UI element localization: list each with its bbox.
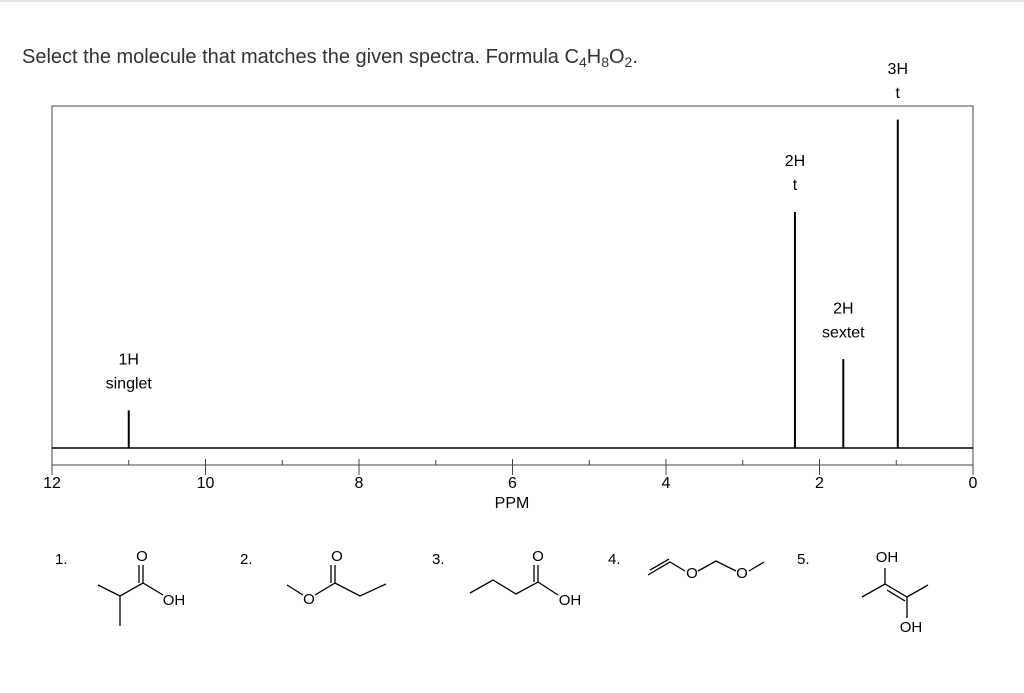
x-tick-label: 2 xyxy=(815,475,824,492)
question-text: Select the molecule that matches the giv… xyxy=(22,46,579,68)
bond xyxy=(647,561,686,576)
option-number: 3. xyxy=(432,551,445,568)
x-tick-label: 4 xyxy=(662,475,671,492)
peak-annotation: t xyxy=(896,85,901,102)
x-axis-label: PPM xyxy=(495,495,530,512)
bond xyxy=(886,589,906,602)
atom: O xyxy=(532,548,544,565)
element: H xyxy=(587,46,601,68)
x-tick-label: 0 xyxy=(969,475,978,492)
peak-annotation: t xyxy=(793,177,798,194)
option-number: 1. xyxy=(55,551,68,568)
spectrum: 12 10 8 6 4 2 0 1H singlet 2H t 2H sextet 3H t xyxy=(43,61,977,492)
peak-annotation: singlet xyxy=(106,376,153,393)
x-tick-label: 12 xyxy=(43,475,61,492)
atom: O xyxy=(686,565,698,582)
bond xyxy=(861,583,929,598)
x-tick-label: 10 xyxy=(197,475,215,492)
bond xyxy=(286,584,304,596)
question: Select the molecule that matches the giv… xyxy=(22,46,638,69)
option-number: 2. xyxy=(240,551,253,568)
atom: O xyxy=(136,548,148,565)
subscript: 8 xyxy=(601,54,609,70)
atom: OH xyxy=(876,549,899,566)
x-tick-label: 8 xyxy=(355,475,364,492)
atom: O xyxy=(303,591,315,608)
subscript: 2 xyxy=(625,54,633,70)
atom: OH xyxy=(559,592,582,609)
peak-annotation: 2H xyxy=(785,153,805,170)
atom: OH xyxy=(163,592,186,609)
molecules: 1. O OH 2. O O 3. O OH 4. O O 5. OH OH xyxy=(55,548,929,636)
x-tick-label: 6 xyxy=(508,475,517,492)
atom: O xyxy=(736,565,748,582)
bond xyxy=(97,582,164,597)
question-end: . xyxy=(632,46,638,68)
bond xyxy=(469,579,559,596)
atom: O xyxy=(331,548,343,565)
plot-frame xyxy=(51,105,974,466)
option-number: 4. xyxy=(608,551,621,568)
bond xyxy=(748,561,765,572)
option-number: 5. xyxy=(797,551,810,568)
bond xyxy=(697,560,737,572)
bond xyxy=(649,558,670,571)
peak-annotation: 3H xyxy=(888,61,908,78)
element: O xyxy=(609,46,625,68)
peak-annotation: 2H xyxy=(833,300,853,317)
atom: OH xyxy=(900,619,923,636)
peak-annotation: 1H xyxy=(119,352,139,369)
bond xyxy=(314,582,387,597)
peak-annotation: sextet xyxy=(822,324,865,341)
subscript: 4 xyxy=(579,54,587,70)
